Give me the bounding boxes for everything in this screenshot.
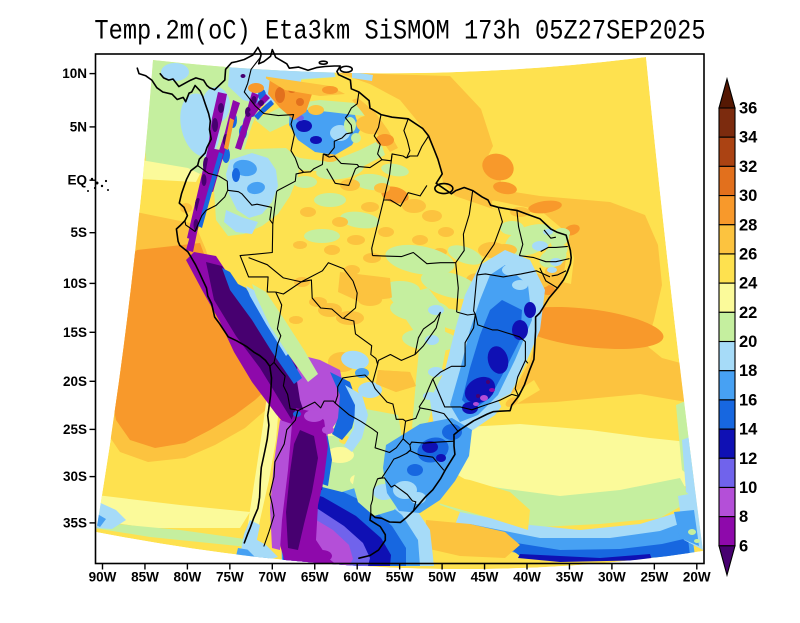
svg-text:16: 16	[739, 391, 757, 409]
svg-text:80W: 80W	[174, 570, 202, 585]
svg-text:35S: 35S	[63, 515, 87, 530]
svg-text:24: 24	[739, 275, 758, 293]
svg-text:50W: 50W	[428, 570, 456, 585]
svg-text:75W: 75W	[216, 570, 244, 585]
svg-text:32: 32	[739, 158, 757, 176]
svg-text:55W: 55W	[386, 570, 414, 585]
svg-text:70W: 70W	[258, 570, 286, 585]
svg-text:34: 34	[739, 129, 758, 147]
svg-text:Temp.2m(oC) Eta3km SiSMOM 173h: Temp.2m(oC) Eta3km SiSMOM 173h 05Z27SEP2…	[94, 15, 705, 47]
svg-text:EQ: EQ	[67, 173, 87, 188]
svg-text:85W: 85W	[131, 570, 159, 585]
svg-text:10N: 10N	[62, 66, 87, 81]
svg-text:30W: 30W	[598, 570, 626, 585]
svg-text:30: 30	[739, 187, 757, 205]
svg-text:30S: 30S	[63, 469, 87, 484]
svg-text:35W: 35W	[556, 570, 584, 585]
svg-text:5S: 5S	[70, 225, 87, 240]
svg-text:45W: 45W	[471, 570, 499, 585]
svg-text:15S: 15S	[63, 325, 87, 340]
svg-text:8: 8	[739, 508, 748, 526]
svg-text:26: 26	[739, 246, 757, 264]
svg-text:5N: 5N	[70, 119, 87, 134]
svg-text:20W: 20W	[683, 570, 711, 585]
svg-text:28: 28	[739, 216, 757, 234]
svg-text:20S: 20S	[63, 374, 87, 389]
svg-text:90W: 90W	[89, 570, 117, 585]
svg-text:20: 20	[739, 333, 757, 351]
svg-text:18: 18	[739, 362, 757, 380]
svg-text:14: 14	[739, 421, 758, 439]
svg-text:6: 6	[739, 537, 748, 555]
svg-text:12: 12	[739, 450, 757, 468]
svg-text:36: 36	[739, 100, 757, 118]
svg-text:10: 10	[739, 479, 757, 497]
svg-text:65W: 65W	[301, 570, 329, 585]
svg-text:25S: 25S	[63, 422, 87, 437]
svg-text:22: 22	[739, 304, 757, 322]
svg-text:40W: 40W	[513, 570, 541, 585]
svg-text:10S: 10S	[63, 276, 87, 291]
svg-text:25W: 25W	[640, 570, 668, 585]
svg-text:60W: 60W	[343, 570, 371, 585]
